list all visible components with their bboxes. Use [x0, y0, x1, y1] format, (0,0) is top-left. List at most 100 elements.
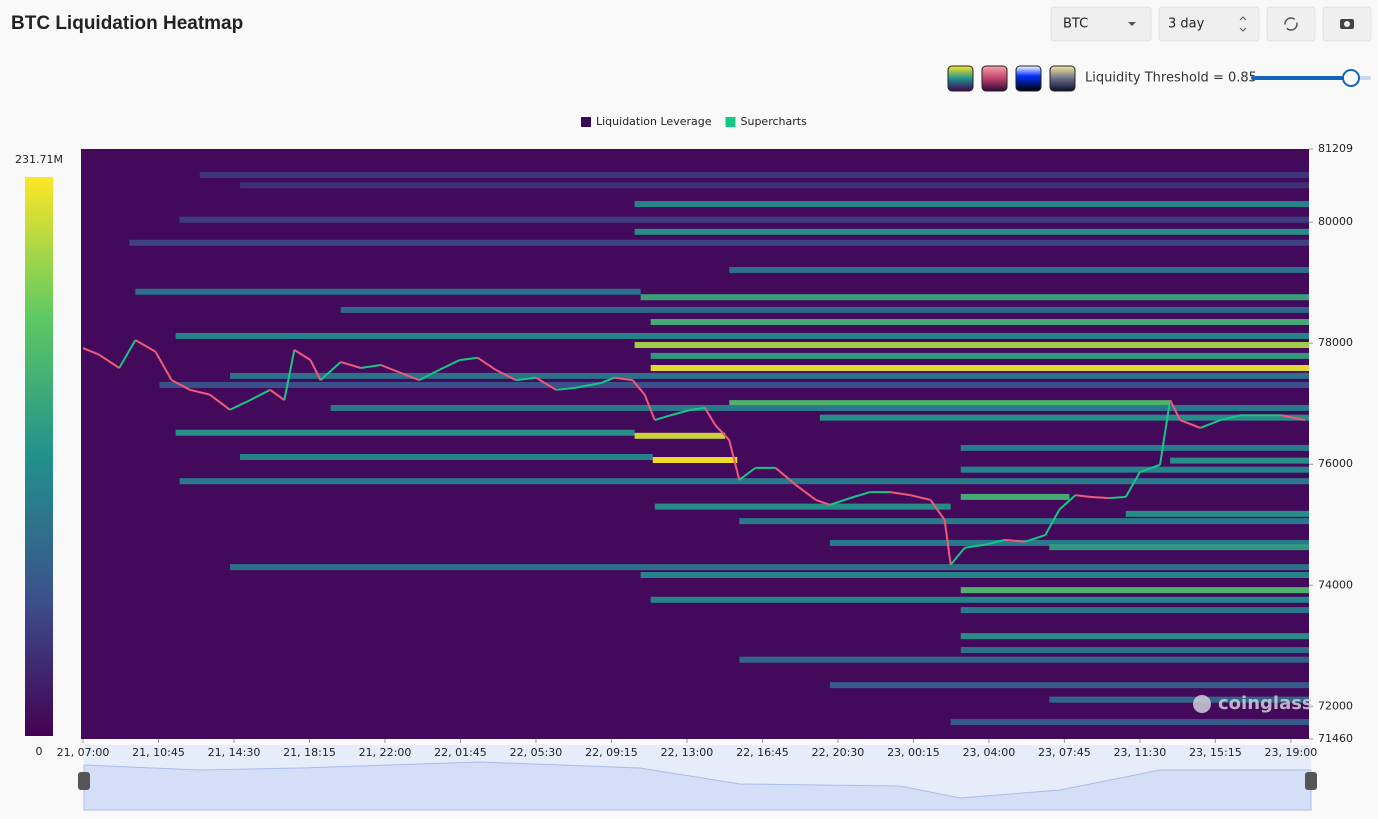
price-segment	[319, 361, 342, 381]
price-segment	[360, 364, 382, 370]
heat-band	[179, 478, 1310, 485]
heat-band	[960, 633, 1309, 640]
heat-band	[179, 216, 1310, 223]
price-segment	[418, 368, 440, 382]
symbol-select[interactable]	[1050, 6, 1152, 42]
heat-band	[229, 564, 1310, 571]
price-segment	[670, 408, 692, 417]
x-tick-label: 22, 13:00	[661, 746, 714, 759]
x-tick-label: 21, 07:00	[57, 746, 110, 759]
heat-band	[330, 404, 1309, 411]
price-segment	[1139, 463, 1161, 474]
x-tick-label: 22, 05:30	[510, 746, 563, 759]
palette-swatch[interactable]	[1049, 65, 1076, 92]
navigator-area	[83, 761, 1312, 811]
x-tick-label: 22, 20:30	[812, 746, 865, 759]
threshold-label: Liquidity Threshold = 0.85	[1085, 71, 1257, 86]
price-segment	[774, 467, 797, 486]
price-segment	[189, 388, 211, 396]
heat-band	[229, 372, 1310, 379]
x-tick-label: 23, 04:00	[963, 746, 1016, 759]
heat-band	[654, 503, 951, 510]
x-tick-label: 23, 11:30	[1114, 746, 1167, 759]
y-tick-label: 71460	[1318, 732, 1353, 745]
price-segment	[398, 371, 420, 382]
heat-band	[650, 319, 1309, 326]
x-tick-label: 21, 18:15	[283, 746, 336, 759]
heat-band	[175, 332, 1309, 339]
price-segment	[929, 499, 946, 521]
heat-band	[739, 518, 1309, 525]
palette-swatch[interactable]	[947, 65, 974, 92]
heat-band	[129, 239, 1310, 246]
price-segment	[1220, 414, 1241, 422]
palette-swatch[interactable]	[1015, 65, 1042, 92]
price-segment	[1124, 471, 1141, 498]
price-segment	[890, 491, 911, 497]
heat-band	[634, 342, 1309, 349]
heat-band	[950, 719, 1309, 726]
palette-swatch[interactable]	[981, 65, 1008, 92]
price-segment	[459, 356, 478, 362]
heat-band	[240, 453, 653, 460]
heat-band	[650, 596, 1309, 603]
y-tick-label: 81209	[1318, 142, 1353, 155]
navigator-handle[interactable]	[78, 772, 90, 790]
heat-band	[1049, 696, 1309, 703]
price-segment	[964, 543, 986, 549]
price-segment	[704, 407, 716, 426]
legend-label: Liquidation Leverage	[596, 115, 712, 128]
refresh-icon	[1284, 17, 1298, 31]
heat-band	[640, 571, 1309, 578]
price-segment	[209, 393, 231, 411]
price-segment	[154, 351, 173, 381]
price-segment	[949, 547, 966, 566]
price-segment	[283, 349, 296, 401]
price-segment	[535, 376, 557, 391]
heat-band	[829, 682, 1309, 689]
heat-band	[640, 294, 1309, 301]
refresh-button[interactable]	[1266, 6, 1316, 42]
price-segment	[714, 424, 730, 441]
x-tick-label: 23, 00:15	[887, 746, 940, 759]
price-segment	[82, 347, 100, 356]
x-tick-label: 22, 09:15	[585, 746, 638, 759]
range-select[interactable]	[1158, 6, 1260, 42]
range-value: 3 day	[1168, 17, 1205, 32]
navigator-handle[interactable]	[1305, 772, 1317, 790]
price-segment	[309, 359, 322, 381]
heat-band	[634, 201, 1309, 208]
spinner	[1239, 16, 1247, 32]
heat-band	[960, 607, 1309, 614]
price-segment	[738, 467, 756, 481]
price-segment	[1179, 419, 1201, 429]
price-segment	[815, 499, 831, 506]
price-segment	[269, 388, 285, 401]
heat-band	[739, 656, 1309, 663]
price-segment	[293, 349, 312, 361]
slider-fill	[1251, 76, 1351, 80]
slider-knob[interactable]	[1342, 69, 1360, 87]
heat-band	[1170, 457, 1309, 464]
price-segment	[849, 491, 871, 500]
x-tick-label: 23, 19:00	[1265, 746, 1318, 759]
navigator	[78, 745, 1317, 811]
price-segment	[600, 376, 615, 385]
price-segment	[984, 538, 1006, 546]
price-segment	[1075, 494, 1090, 498]
heat-band	[340, 306, 1310, 313]
x-tick-label: 21, 10:45	[132, 746, 185, 759]
colorbar	[25, 177, 53, 736]
price-segment	[380, 364, 400, 374]
y-tick-label: 78000	[1318, 336, 1353, 349]
heat-band	[634, 228, 1309, 235]
y-tick-label: 80000	[1318, 215, 1353, 228]
plot-background	[81, 149, 1309, 739]
price-segment	[1024, 534, 1046, 543]
price-segment	[690, 406, 706, 411]
price-segment	[495, 368, 517, 382]
colorbar-label: 0	[36, 745, 43, 758]
x-tick-label: 23, 07:45	[1038, 746, 1091, 759]
price-segment	[1058, 494, 1077, 511]
